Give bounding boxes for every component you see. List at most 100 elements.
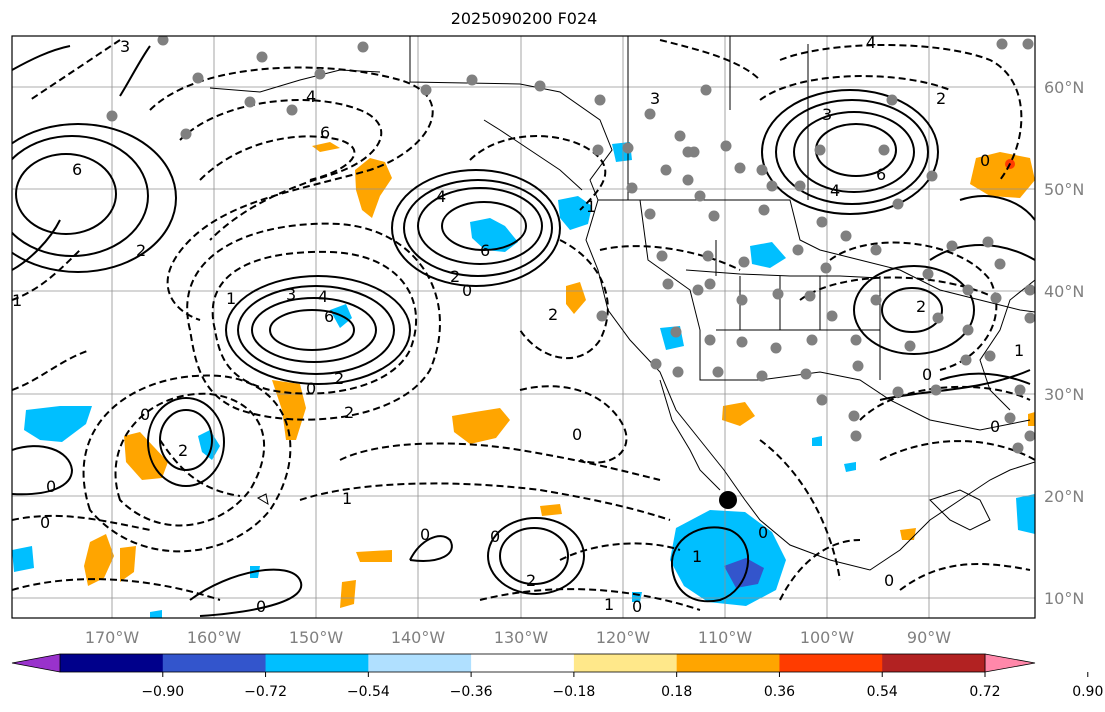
- colorbar-extend-min: [12, 654, 60, 672]
- orange-patch: [272, 380, 306, 440]
- contour-label: 2: [178, 441, 188, 460]
- lat-label: 50°N: [1044, 180, 1084, 199]
- blue-patch: [150, 610, 162, 618]
- colorbar-bin: [265, 654, 369, 672]
- colorbar-frame: [59, 653, 986, 673]
- colorbar-bin: [779, 654, 883, 672]
- contour-label: 4: [306, 87, 316, 106]
- contour-label: 0: [306, 379, 316, 398]
- contour-labels: 6 2 6 4 6 4 2 0 6 4 3 2 0 2 0 6 4 3 2 2 …: [12, 33, 1024, 616]
- colorbar-tick-label: 0.18: [661, 684, 692, 700]
- orange-patch: [566, 282, 586, 314]
- orange-patch: [452, 408, 510, 444]
- contour-label: 1: [12, 291, 22, 310]
- contour-label: 2: [916, 297, 926, 316]
- orange-patch: [120, 546, 136, 582]
- blue-patch: [1016, 494, 1035, 534]
- contour-label: 0: [632, 597, 642, 616]
- colorbar-tick-label: 0.36: [764, 684, 795, 700]
- contour-label: 0: [980, 151, 990, 170]
- lat-label: 30°N: [1044, 385, 1084, 404]
- contour-label: 0: [758, 523, 768, 542]
- contour-label: 6: [324, 307, 334, 326]
- orange-patch: [84, 534, 114, 586]
- latitude-labels: 60°N 50°N 40°N 30°N 20°N 10°N: [1044, 78, 1084, 608]
- lat-label: 10°N: [1044, 589, 1084, 608]
- lat-label: 20°N: [1044, 487, 1084, 506]
- lon-label: 140°W: [391, 628, 446, 647]
- contour-label: 0: [420, 525, 430, 544]
- colorbar-tick-label: −0.36: [450, 684, 493, 700]
- colorbar-tick-label: 0.90: [1072, 684, 1103, 700]
- contour-label: 1: [1014, 341, 1024, 360]
- colorbar-bin: [162, 654, 267, 672]
- blue-patch: [812, 436, 822, 446]
- contour-label: 2: [526, 571, 536, 590]
- blue-patch: [12, 546, 34, 572]
- contour-label: 3: [286, 285, 296, 304]
- lon-label: 90°W: [907, 628, 951, 647]
- colorbar-tick-label: −0.90: [141, 684, 184, 700]
- lon-label: 120°W: [596, 628, 651, 647]
- longitude-labels: 170°W 160°W 150°W 140°W 130°W 120°W 110°…: [85, 628, 951, 647]
- colorbar-frame-right: [984, 653, 1036, 673]
- lon-label: 160°W: [187, 628, 242, 647]
- contour-label: 2: [344, 403, 354, 422]
- contour-label: 0: [922, 365, 932, 384]
- plot-title: 2025090200 F024: [450, 9, 598, 28]
- lon-label: 130°W: [494, 628, 549, 647]
- colorbar-tick-label: −0.18: [552, 684, 595, 700]
- contour-label: 6: [320, 123, 330, 142]
- colorbar-tick-label: 0.72: [969, 684, 1000, 700]
- coastlines: [209, 36, 1035, 571]
- lon-label: 100°W: [800, 628, 855, 647]
- blue-patch: [470, 218, 518, 252]
- colorbar-bin: [573, 654, 678, 672]
- contour-label: 2: [548, 305, 558, 324]
- contour-label: 0: [40, 513, 50, 532]
- lat-label: 40°N: [1044, 282, 1084, 301]
- dashed-contours: [12, 39, 1035, 611]
- contour-label: 0: [140, 405, 150, 424]
- contour-label: 0: [256, 597, 266, 616]
- contour-label: 6: [876, 165, 886, 184]
- colorbar-bin: [60, 654, 164, 672]
- colorbar-extend-max: [985, 654, 1035, 672]
- anomaly-fills: [12, 142, 1035, 618]
- contour-label: 0: [462, 281, 472, 300]
- map-frame: [11, 35, 1036, 619]
- contour-label: 1: [604, 595, 614, 614]
- dark-blue-patch: [724, 558, 764, 588]
- contour-label: 0: [990, 417, 1000, 436]
- blue-patch: [750, 242, 786, 268]
- colorbar-tick-label: −0.72: [244, 684, 287, 700]
- colorbar-bin: [368, 654, 472, 672]
- blue-patch: [24, 406, 92, 442]
- contour-label: 1: [226, 289, 236, 308]
- contour-label: 4: [866, 33, 876, 52]
- blue-patch: [844, 462, 856, 472]
- contour-label: 1: [586, 197, 596, 216]
- colorbar-bin: [676, 654, 780, 672]
- contour-label: 2: [334, 369, 344, 388]
- colorbar-tick-label: −0.54: [347, 684, 390, 700]
- colorbar-bin: [471, 654, 575, 672]
- orange-patch: [722, 402, 755, 426]
- orange-patch: [356, 550, 392, 562]
- contour-label: 0: [46, 477, 56, 496]
- colorbar: −0.90 −0.72 −0.54 −0.36 −0.18 0.18 0.36 0.54 0.7…: [11, 653, 1103, 700]
- contour-label: 2: [450, 267, 460, 286]
- location-marker: [719, 491, 737, 509]
- contour-label: 6: [480, 241, 490, 260]
- contour-label: 0: [490, 527, 500, 546]
- contour-label: 1: [342, 489, 352, 508]
- station-dots: [106, 36, 1035, 454]
- contour-label: 2: [936, 89, 946, 108]
- orange-patch: [340, 580, 356, 608]
- colorbar-bin: [882, 654, 986, 672]
- orange-patch: [124, 432, 168, 480]
- contour-label: 1: [692, 547, 702, 566]
- blue-patch: [198, 430, 220, 460]
- lat-label: 60°N: [1044, 78, 1084, 97]
